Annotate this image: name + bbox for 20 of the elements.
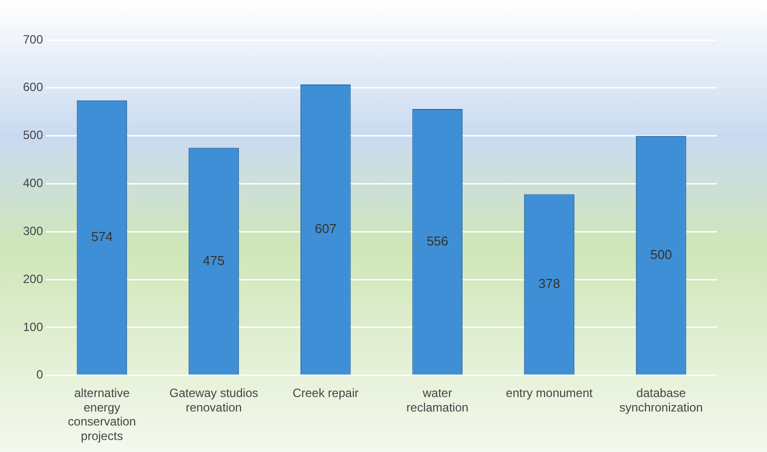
y-tick-label: 400 [22, 176, 44, 190]
data-label: 378 [538, 276, 560, 292]
x-tick-label: Gateway studios renovation [169, 386, 258, 414]
x-tick-label: alternative energy conservation projects [68, 386, 136, 444]
y-tick-label: 300 [22, 224, 44, 238]
data-label: 574 [91, 229, 113, 244]
x-tick-label: database synchronization [619, 386, 703, 414]
y-tick-label: 200 [22, 272, 44, 286]
x-tick-label: entry monument [506, 386, 594, 400]
y-tick-label: 500 [22, 128, 44, 142]
data-label: 475 [202, 252, 225, 268]
y-tick-label: 700 [22, 32, 44, 46]
y-tick-label: 100 [22, 320, 44, 334]
x-tick-label: Creek repair [292, 386, 359, 400]
x-tick-label: water reclamation [406, 386, 468, 414]
data-label: 556 [426, 233, 448, 248]
y-tick-label: 600 [22, 80, 44, 94]
data-label: 500 [650, 246, 672, 262]
data-label: 607 [314, 221, 336, 236]
y-tick-label: 0 [36, 368, 44, 382]
